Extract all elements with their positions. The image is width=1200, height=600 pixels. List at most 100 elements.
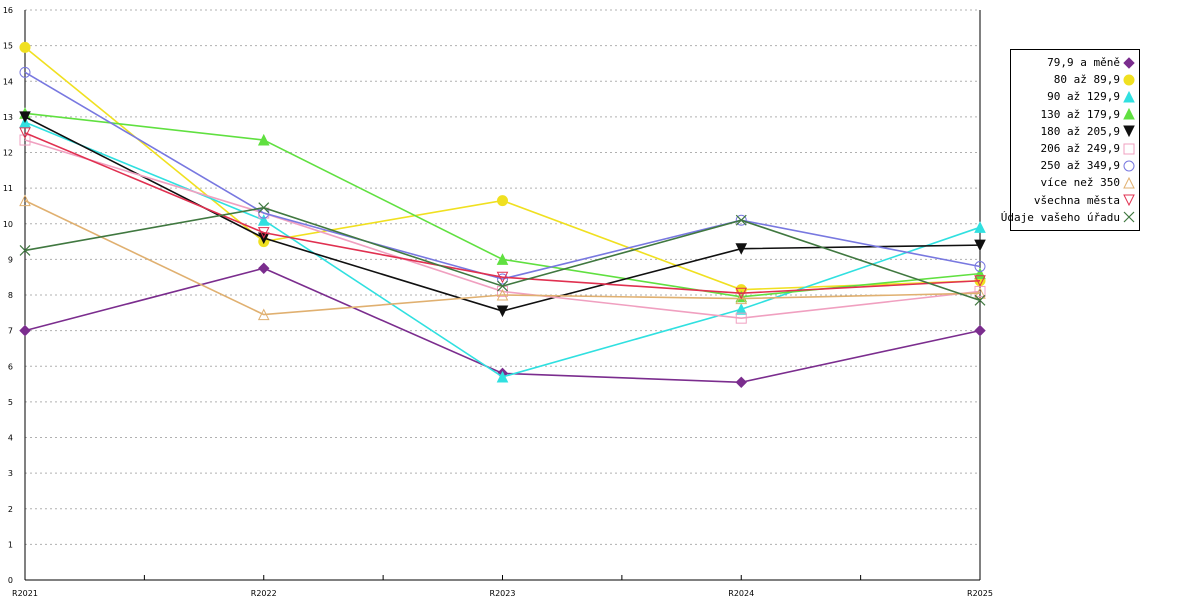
legend-item: 206 až 249,9 (1041, 140, 1135, 157)
legend-marker-icon (1123, 56, 1135, 69)
x-tick-label: R2025 (967, 589, 993, 598)
data-point (496, 370, 509, 383)
series-8 (19, 127, 986, 300)
data-point (496, 288, 509, 301)
data-point (497, 195, 508, 207)
data-point (257, 133, 270, 146)
axes (24, 10, 981, 581)
legend-item: 90 až 129,9 (1047, 88, 1135, 105)
x-tick-label: R2023 (490, 589, 516, 598)
data-point (974, 287, 986, 299)
series-6 (19, 66, 986, 285)
data-point (974, 324, 986, 337)
y-tick-label: 9 (8, 255, 13, 264)
legend-marker-icon (1123, 108, 1135, 120)
data-point (974, 221, 986, 233)
data-point (735, 303, 748, 315)
series-9 (19, 202, 986, 306)
legend-marker-icon (1123, 90, 1135, 103)
grid-lines (25, 9, 980, 545)
data-point (974, 275, 986, 287)
y-tick-label: 10 (3, 220, 13, 229)
y-tick-label: 6 (8, 362, 13, 371)
x-tick-label: R2021 (12, 589, 38, 598)
y-tick-label: 14 (3, 77, 13, 86)
data-point (735, 292, 748, 305)
data-point (19, 324, 31, 337)
data-point (257, 227, 270, 239)
x-tick-label: R2024 (728, 589, 754, 598)
legend-marker-icon (1123, 211, 1135, 223)
y-tick-label: 8 (8, 291, 13, 300)
legend-label: více než 350 (1040, 176, 1120, 190)
legend: 79,9 a měně 80 až 89,9 90 až 129,9 130 až 1… (1001, 49, 1140, 231)
data-point (19, 66, 31, 78)
y-tick-label: 2 (8, 505, 13, 514)
y-tick-label: 3 (8, 469, 13, 478)
data-point (496, 253, 509, 265)
legend-label: 206 až 249,9 (1040, 142, 1120, 155)
data-point (19, 111, 31, 123)
data-point (735, 376, 747, 388)
data-point (735, 243, 748, 255)
data-point (19, 127, 31, 140)
y-tick-label: 7 (8, 327, 13, 336)
data-point (19, 194, 31, 207)
data-point (258, 202, 270, 214)
series-line (24, 71, 981, 280)
legend-label: 80 až 89,9 (1053, 73, 1120, 87)
legend-marker-icon (1123, 176, 1135, 189)
series-2 (19, 116, 986, 383)
data-point (496, 271, 509, 284)
data-point (974, 239, 986, 252)
legend-label: 130 až 179,9 (1040, 107, 1120, 121)
legend-item: 130 až 179,9 (1041, 106, 1135, 123)
series-group (19, 41, 986, 388)
legend-item: 80 až 89,9 (1054, 71, 1135, 88)
data-point (735, 214, 747, 226)
data-point (735, 287, 748, 300)
legend-item: Údaje vašeho úřadu (1001, 209, 1135, 226)
y-tick-label: 13 (3, 113, 13, 122)
data-point (19, 41, 31, 53)
legend-label: 180 až 205,9 (1040, 124, 1120, 138)
data-point (496, 305, 509, 318)
legend-item: 180 až 205,9 (1041, 123, 1135, 140)
legend-label: 250 až 349,9 (1040, 159, 1120, 173)
legend-label: všechna města (1033, 193, 1120, 207)
y-tick-label: 4 (8, 434, 13, 443)
data-point (497, 273, 508, 285)
series-line (24, 121, 981, 378)
legend-marker-icon (1123, 194, 1135, 207)
legend-item: 79,9 a měně (1047, 54, 1135, 71)
legend-item: všechna města (1034, 192, 1135, 209)
data-point (19, 134, 31, 146)
legend-item: 250 až 349,9 (1041, 157, 1135, 174)
legend-marker-icon (1123, 74, 1135, 86)
legend-marker-icon (1123, 160, 1135, 172)
series-7 (19, 194, 986, 321)
y-tick-label: 11 (3, 184, 13, 193)
data-point (974, 294, 986, 306)
series-line (24, 199, 981, 316)
data-point (735, 312, 747, 324)
y-tick-label: 1 (8, 540, 13, 549)
legend-label: Údaje vašeho úřadu (1000, 210, 1120, 224)
y-tick-label: 15 (3, 42, 13, 51)
data-point (735, 214, 747, 226)
series-line (24, 139, 981, 319)
x-tick-label: R2022 (251, 589, 277, 598)
data-point (19, 245, 31, 256)
data-point (497, 280, 508, 292)
legend-label: 90 až 129,9 (1047, 90, 1120, 104)
data-point (257, 214, 270, 226)
x-tick-labels: R2021 R2022 R2023 R2024 R2025 (12, 589, 993, 598)
legend-marker-icon (1123, 143, 1135, 154)
legend-item: více než 350 (1041, 174, 1135, 191)
data-point (257, 308, 270, 321)
series-line (24, 132, 981, 295)
data-point (258, 262, 270, 274)
y-tick-label: 5 (8, 398, 13, 407)
